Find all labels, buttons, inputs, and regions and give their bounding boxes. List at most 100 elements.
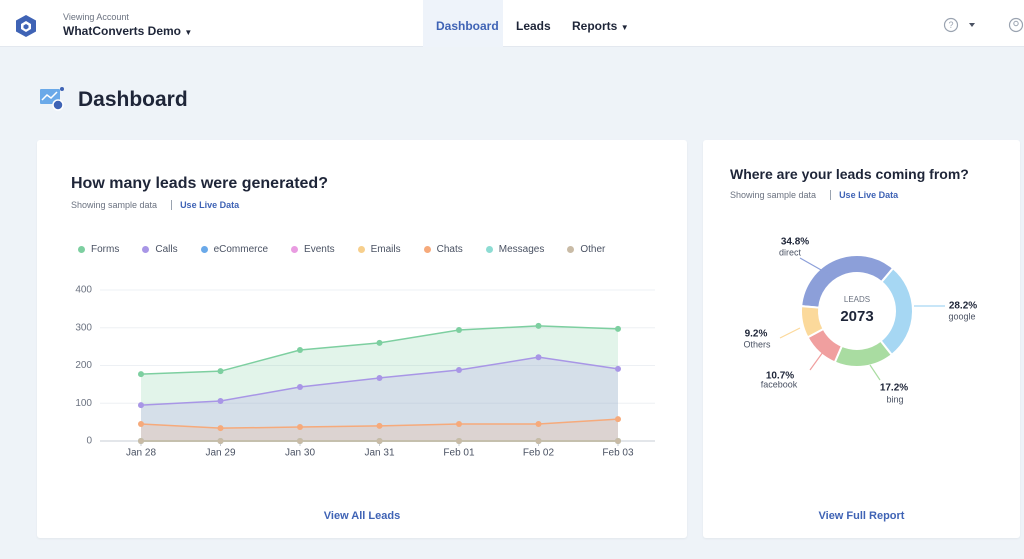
legend-label: Emails — [370, 244, 401, 255]
top-nav: Viewing Account WhatConverts Demo ▼ Dash… — [0, 0, 1024, 47]
donut-segment — [833, 339, 894, 368]
view-all-leads[interactable]: View All Leads — [323, 510, 401, 522]
leader-line — [799, 257, 831, 276]
data-point — [138, 421, 144, 428]
data-point — [297, 438, 303, 444]
legend: Forms Calls eCommerce Events Emails Chats Mess… — [78, 244, 605, 255]
legend-item: Other — [567, 244, 605, 255]
legend-item: Forms — [78, 244, 119, 255]
center-label: LEADS — [844, 295, 870, 304]
data-point — [615, 365, 621, 372]
subtitle-text: Showing sample data — [730, 190, 817, 200]
legend-swatch — [291, 246, 299, 253]
donut-segment — [879, 266, 914, 357]
y-tick-label: 100 — [75, 398, 92, 409]
data-point — [376, 422, 383, 429]
value-label: 17.2% — [880, 383, 908, 394]
leader-line — [779, 327, 801, 339]
x-tick-label: Feb 02 — [523, 448, 555, 459]
legend-label: Other — [580, 244, 606, 255]
donut-chart: 34.8%direct 28.2%google 17.2%bing 10.7%face… — [743, 237, 977, 405]
leader-line — [869, 364, 881, 381]
legend-label: Chats — [436, 244, 463, 255]
sources-card: Where are your leads coming from? Showin… — [703, 140, 1020, 538]
x-tick-label: Feb 03 — [602, 448, 634, 459]
data-point — [297, 424, 303, 431]
data-point — [217, 397, 224, 404]
data-point — [615, 325, 621, 332]
account-switcher[interactable]: WhatConverts Demo ▼ — [63, 24, 193, 38]
x-tick-label: Jan 31 — [364, 448, 394, 459]
value-label: 34.8% — [781, 237, 809, 248]
live-data-link[interactable]: Use Live Data — [171, 200, 240, 210]
legend-label: eCommerce — [213, 244, 269, 255]
data-point — [535, 421, 542, 428]
data-point — [456, 367, 462, 374]
data-point — [456, 438, 462, 444]
legend-swatch — [357, 246, 365, 253]
data-point — [615, 438, 621, 444]
legend-item: eCommerce — [200, 244, 269, 255]
data-point — [297, 347, 303, 354]
account-label: Viewing Account — [63, 12, 129, 22]
y-tick-label: 200 — [75, 360, 92, 371]
data-point — [217, 368, 224, 375]
series-area — [141, 325, 618, 441]
data-point — [376, 374, 383, 381]
nav-link[interactable]: Reports ▼ — [572, 19, 629, 33]
svg-text:?: ? — [948, 20, 953, 30]
card-title: How many leads were generated? — [71, 175, 328, 192]
x-tick-label: Jan 30 — [285, 448, 315, 459]
y-tick-label: 300 — [75, 322, 92, 333]
card-title: Where are your leads coming from? — [730, 166, 969, 182]
category-label: direct — [779, 247, 802, 257]
logo[interactable] — [15, 14, 37, 38]
legend-item: Emails — [357, 244, 401, 255]
legend-item: Events — [291, 244, 335, 255]
page-title: Dashboard — [78, 88, 188, 111]
live-data-link[interactable]: Use Live Data — [830, 190, 899, 200]
value-label: 10.7% — [766, 371, 794, 382]
value-label: 9.2% — [745, 329, 768, 340]
value-label: 28.2% — [949, 301, 977, 312]
center-value: 2073 — [840, 308, 873, 325]
leads-card: How many leads were generated? Showing s… — [37, 140, 687, 538]
x-tick-label: Feb 01 — [443, 448, 475, 459]
data-point — [138, 438, 144, 444]
data-point — [535, 354, 542, 361]
y-tick-label: 400 — [75, 285, 92, 296]
nav-link[interactable]: Dashboard — [436, 19, 499, 33]
legend-swatch — [78, 246, 85, 253]
data-point — [376, 339, 383, 346]
data-point — [138, 402, 144, 409]
line-chart: 0 100 200 300 400 Jan 28 Jan 29 Jan 30 Jan 31 Feb… — [75, 285, 655, 459]
nav-link[interactable]: Leads — [516, 19, 551, 33]
legend-label: Messages — [498, 244, 545, 255]
donut-segment — [800, 305, 825, 339]
category-label: bing — [886, 394, 903, 404]
account-name: WhatConverts Demo — [63, 24, 182, 38]
legend-swatch — [423, 246, 431, 253]
active-tab — [423, 0, 503, 47]
x-tick-label: Jan 29 — [205, 448, 235, 459]
data-point — [297, 384, 303, 391]
legend-swatch — [567, 246, 575, 253]
data-point — [217, 438, 224, 444]
data-point — [535, 438, 542, 444]
view-full-report[interactable]: View Full Report — [818, 510, 905, 522]
legend-label: Forms — [91, 244, 120, 255]
nav-link-text: Reports — [572, 19, 618, 33]
data-point — [217, 425, 224, 432]
subtitle-text: Showing sample data — [71, 200, 158, 210]
data-point — [376, 438, 383, 444]
category-label: google — [948, 311, 975, 321]
user-menu[interactable] — [1008, 16, 1024, 34]
dashboard-icon — [40, 87, 64, 111]
data-point — [138, 371, 144, 378]
help-menu[interactable]: ? — [943, 16, 983, 34]
category-label: facebook — [761, 379, 798, 389]
series-area — [141, 357, 618, 441]
legend-item: Calls — [142, 244, 178, 255]
legend-swatch — [200, 246, 208, 253]
